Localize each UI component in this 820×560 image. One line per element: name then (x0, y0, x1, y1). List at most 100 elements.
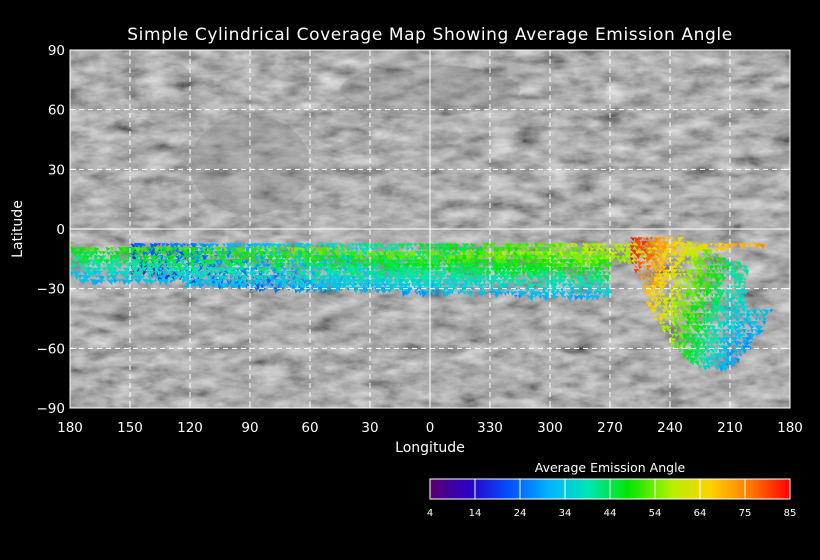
coverage-cell (686, 253, 691, 258)
coverage-cell (670, 249, 675, 254)
coverage-cell (214, 270, 219, 276)
coverage-cell (78, 258, 84, 265)
coverage-cell (686, 293, 692, 299)
coverage-cell (706, 361, 712, 367)
coverage-cell (242, 258, 246, 263)
coverage-cell (434, 246, 438, 251)
coverage-cell (474, 290, 478, 295)
coverage-cell (70, 258, 74, 262)
coverage-cell (542, 274, 547, 280)
coverage-cell (722, 297, 726, 301)
coverage-cell (186, 270, 192, 276)
coverage-cell (606, 250, 611, 256)
coverage-cell (694, 321, 699, 326)
coverage-cell (694, 289, 699, 294)
coverage-cell (682, 317, 686, 321)
coverage-cell (686, 329, 692, 335)
coverage-cell (234, 278, 238, 283)
coverage-cell (590, 262, 594, 267)
coverage-cell (758, 325, 764, 331)
coverage-cell (706, 265, 710, 269)
coverage-cell (722, 329, 727, 334)
coverage-cell (166, 274, 171, 280)
coverage-cell (358, 250, 364, 257)
coverage-cell (578, 262, 582, 267)
coverage-cell (650, 273, 654, 277)
coverage-cell (406, 246, 411, 252)
coverage-cell (270, 282, 274, 287)
coverage-cell (318, 266, 322, 271)
coverage-cell (582, 250, 587, 256)
coverage-cell (78, 262, 83, 268)
coverage-cell (230, 242, 236, 249)
coverage-cell (410, 250, 417, 258)
coverage-cell (366, 278, 371, 284)
coverage-cell (646, 273, 650, 277)
coverage-cell (482, 242, 488, 249)
coverage-cell (298, 270, 305, 278)
coverage-cell (106, 270, 111, 276)
coverage-cell (702, 329, 709, 336)
coverage-cell (594, 262, 599, 268)
coverage-cell (646, 257, 652, 263)
coverage-cell (554, 294, 559, 300)
coverage-cell (390, 278, 395, 284)
coverage-cell (714, 281, 721, 288)
coverage-cell (598, 266, 602, 271)
coverage-cell (634, 257, 638, 261)
coverage-cell (162, 270, 167, 276)
coverage-cell (414, 290, 418, 295)
coverage-cell (590, 246, 595, 252)
coverage-cell (198, 278, 204, 285)
coverage-cell (702, 301, 708, 307)
coverage-cell (718, 349, 723, 354)
coverage-cell (510, 246, 516, 253)
coverage-cell (118, 278, 122, 283)
coverage-cell (510, 242, 515, 248)
coverage-cell (302, 270, 307, 276)
coverage-cell (654, 269, 659, 274)
coverage-cell (330, 246, 334, 251)
coverage-cell (506, 266, 512, 273)
coverage-cell (182, 246, 189, 254)
coverage-cell (326, 266, 332, 273)
coverage-cell (654, 249, 658, 253)
coverage-cell (258, 278, 263, 284)
coverage-cell (178, 254, 182, 259)
coverage-cell (522, 290, 528, 297)
coverage-cell (462, 274, 467, 280)
coverage-cell (374, 266, 379, 271)
coverage-cell (702, 349, 707, 354)
coverage-cell (250, 262, 256, 269)
coverage-cell (322, 250, 328, 257)
coverage-cell (246, 242, 252, 249)
coverage-cell (594, 270, 599, 276)
coverage-cell (334, 270, 340, 277)
coverage-cell (722, 269, 726, 273)
coverage-cell (694, 361, 700, 367)
coverage-cell (590, 286, 595, 292)
coverage-cell (166, 246, 172, 253)
coverage-cell (570, 262, 575, 267)
coverage-cell (238, 262, 245, 270)
coverage-cell (454, 266, 458, 271)
coverage-cell (202, 270, 208, 277)
coverage-cell (286, 274, 290, 279)
coverage-cell (226, 282, 231, 288)
coverage-cell (194, 242, 198, 247)
coverage-cell (330, 258, 334, 263)
coverage-cell (326, 274, 331, 280)
coverage-cell (598, 278, 605, 286)
coverage-cell (138, 266, 144, 273)
coverage-cell (722, 365, 729, 372)
coverage-cell (178, 274, 183, 280)
coverage-cell (330, 254, 335, 260)
coverage-cell (354, 258, 359, 264)
coverage-cell (554, 266, 558, 271)
coverage-cell (602, 278, 606, 282)
coverage-cell (334, 266, 339, 272)
coverage-cell (94, 278, 101, 286)
coverage-cell (106, 258, 111, 264)
coverage-cell (98, 258, 104, 265)
coverage-cell (342, 270, 348, 276)
